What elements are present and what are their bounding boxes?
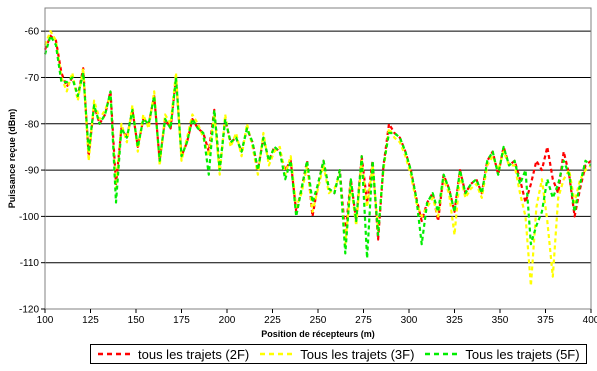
x-tick-label: 375 bbox=[537, 315, 554, 326]
legend-swatch-3f bbox=[260, 352, 295, 356]
y-tick-label: -80 bbox=[25, 119, 40, 130]
legend-label-5f: Tous les trajets (5F) bbox=[465, 346, 580, 362]
y-tick-label: -100 bbox=[19, 212, 39, 223]
x-tick-label: 200 bbox=[219, 315, 236, 326]
legend-item-3f: Tous les trajets (3F) bbox=[259, 347, 414, 362]
x-axis-ticks: 100 125 150 175 200 225 250 275 300 325 350 375 400 bbox=[37, 309, 597, 326]
x-tick-label: 350 bbox=[492, 315, 509, 326]
plot-area-border bbox=[44, 7, 592, 310]
x-tick-label: 275 bbox=[355, 315, 372, 326]
series-line-3 bbox=[43, 34, 592, 260]
y-axis-ticks: -60 -70 -80 -90 -100 -110 -120 bbox=[19, 27, 45, 316]
x-tick-label: 225 bbox=[264, 315, 281, 326]
legend-label-3f: Tous les trajets (3F) bbox=[300, 346, 415, 362]
x-tick-label: 250 bbox=[310, 315, 327, 326]
x-tick-label: 400 bbox=[583, 315, 597, 326]
y-tick-label: -60 bbox=[25, 27, 40, 38]
x-axis-label: Position de récepteurs (m) bbox=[261, 329, 375, 339]
legend-swatch-5f bbox=[425, 352, 460, 356]
series-lines bbox=[43, 30, 592, 287]
legend-label-2f: tous les trajets (2F) bbox=[138, 346, 250, 362]
legend: tous les trajets (2F) Tous les trajets (… bbox=[90, 344, 587, 364]
x-tick-label: 175 bbox=[173, 315, 190, 326]
y-tick-label: -70 bbox=[25, 73, 40, 84]
y-tick-label: -90 bbox=[25, 166, 40, 177]
x-tick-label: 150 bbox=[128, 315, 145, 326]
legend-item-2f: tous les trajets (2F) bbox=[97, 347, 249, 362]
legend-item-5f: Tous les trajets (5F) bbox=[424, 346, 580, 362]
gridlines bbox=[45, 30, 591, 264]
x-tick-label: 325 bbox=[446, 315, 463, 326]
x-tick-label: 300 bbox=[401, 315, 418, 326]
y-axis-label: Puissance reçue (dBm) bbox=[7, 109, 17, 209]
legend-swatch-2f bbox=[98, 352, 132, 356]
x-tick-label: 125 bbox=[82, 315, 99, 326]
x-tick-label: 100 bbox=[37, 315, 54, 326]
y-tick-label: -110 bbox=[20, 258, 40, 269]
y-tick-label: -120 bbox=[19, 305, 39, 316]
series-line-2 bbox=[43, 30, 592, 287]
